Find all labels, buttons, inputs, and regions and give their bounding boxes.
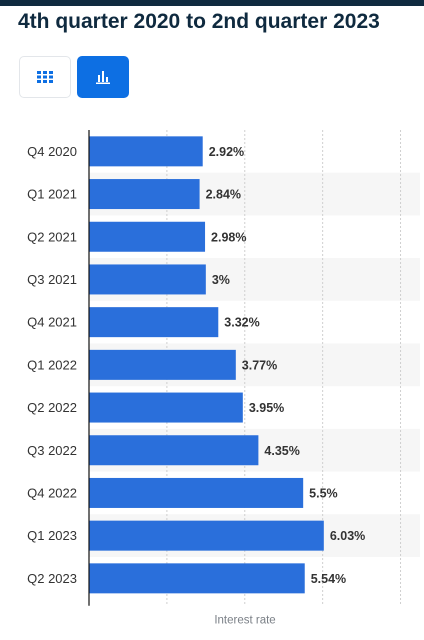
data-label: 5.54% (311, 572, 346, 586)
bar-chart: Q4 2020 Q1 2021 Q2 2021 Q3 2021 Q4 2021 Q1 20… (0, 120, 424, 640)
data-label: 3% (212, 273, 230, 287)
data-label: 5.5% (309, 486, 338, 500)
data-label: 2.92% (209, 145, 244, 159)
category-labels: Q4 2020 Q1 2021 Q2 2021 Q3 2021 Q4 2021 Q1 20… (27, 144, 77, 586)
data-label: 3.77% (242, 358, 277, 372)
chart-view-button[interactable] (77, 56, 129, 98)
category-label: Q2 2022 (27, 400, 77, 415)
bar[interactable] (89, 563, 305, 594)
bar[interactable] (89, 307, 219, 338)
bar[interactable] (89, 435, 259, 466)
category-label: Q1 2022 (27, 357, 77, 372)
bar[interactable] (89, 520, 324, 551)
bar[interactable] (89, 221, 206, 252)
category-label: Q1 2023 (27, 528, 77, 543)
category-label: Q4 2022 (27, 485, 77, 500)
top-bar (0, 0, 424, 6)
bar[interactable] (89, 264, 206, 295)
table-view-button[interactable] (19, 56, 71, 98)
bar-chart-icon (96, 71, 110, 84)
bar-chart-svg: Q4 2020 Q1 2021 Q2 2021 Q3 2021 Q4 2021 Q1 20… (27, 130, 420, 627)
bar[interactable] (89, 477, 304, 508)
page-title: 4th quarter 2020 to 2nd quarter 2023 (18, 10, 380, 33)
bar[interactable] (89, 349, 236, 380)
category-label: Q3 2021 (27, 272, 77, 287)
bar[interactable] (89, 136, 203, 167)
bar[interactable] (89, 179, 200, 210)
category-label: Q2 2023 (27, 571, 77, 586)
data-label: 2.84% (206, 188, 241, 202)
bars (89, 136, 324, 594)
category-label: Q4 2020 (27, 144, 77, 159)
bar[interactable] (89, 392, 243, 423)
data-label: 2.98% (211, 230, 246, 244)
x-axis-title: Interest rate (214, 615, 275, 627)
category-label: Q4 2021 (27, 315, 77, 330)
category-label: Q3 2022 (27, 443, 77, 458)
data-label: 6.03% (330, 529, 365, 543)
category-label: Q2 2021 (27, 229, 77, 244)
data-label: 4.35% (264, 444, 299, 458)
category-label: Q1 2021 (27, 187, 77, 202)
data-label: 3.95% (249, 401, 284, 415)
grid-icon (37, 71, 53, 83)
data-label: 3.32% (224, 316, 259, 330)
value-labels: 2.92% 2.84% 2.98% 3% 3.32% 3.77% 3.95% 4.35% 5.5… (206, 145, 366, 586)
